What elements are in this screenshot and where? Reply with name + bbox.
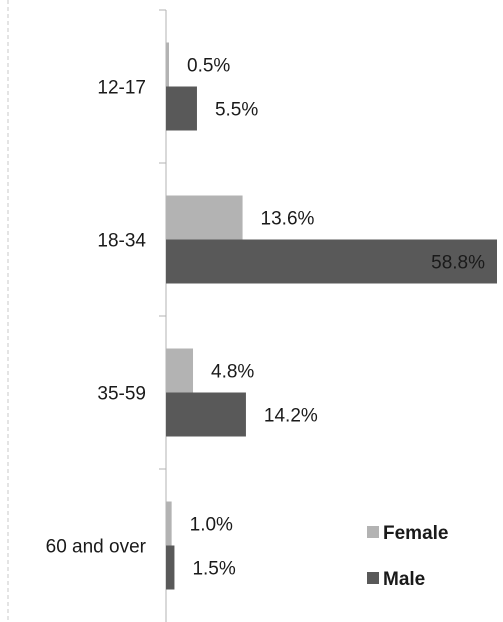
data-label-male: 5.5% <box>215 100 258 121</box>
plot-area: 12-17 0.5% 5.5% 18-34 13.6% 58.8% 35-59 4.8% 14.… <box>46 9 497 622</box>
data-label-female: 0.5% <box>187 56 230 77</box>
bar-female <box>166 348 194 393</box>
bar-male <box>166 392 246 437</box>
data-label-female: 1.0% <box>190 515 233 536</box>
legend-label-male: Male <box>383 569 425 590</box>
bar-male <box>166 86 197 131</box>
data-label-female: 13.6% <box>261 209 315 230</box>
category-label: 60 and over <box>46 537 147 558</box>
data-label-male: 14.2% <box>264 406 318 427</box>
data-label-male: 58.8% <box>431 253 485 274</box>
legend: Female Male <box>367 523 448 590</box>
bar-female <box>166 501 172 546</box>
data-label-female: 4.8% <box>211 362 254 383</box>
category-label: 12-17 <box>97 78 146 99</box>
bar-female <box>166 42 169 87</box>
bar-male <box>166 545 175 590</box>
data-label-male: 1.5% <box>192 559 235 580</box>
category-label: 35-59 <box>97 384 146 405</box>
bar-male <box>166 239 497 284</box>
bar-female <box>166 195 243 240</box>
legend-swatch-male <box>367 572 379 584</box>
legend-label-female: Female <box>383 523 448 544</box>
legend-swatch-female <box>367 526 379 538</box>
category-label: 18-34 <box>97 231 146 252</box>
